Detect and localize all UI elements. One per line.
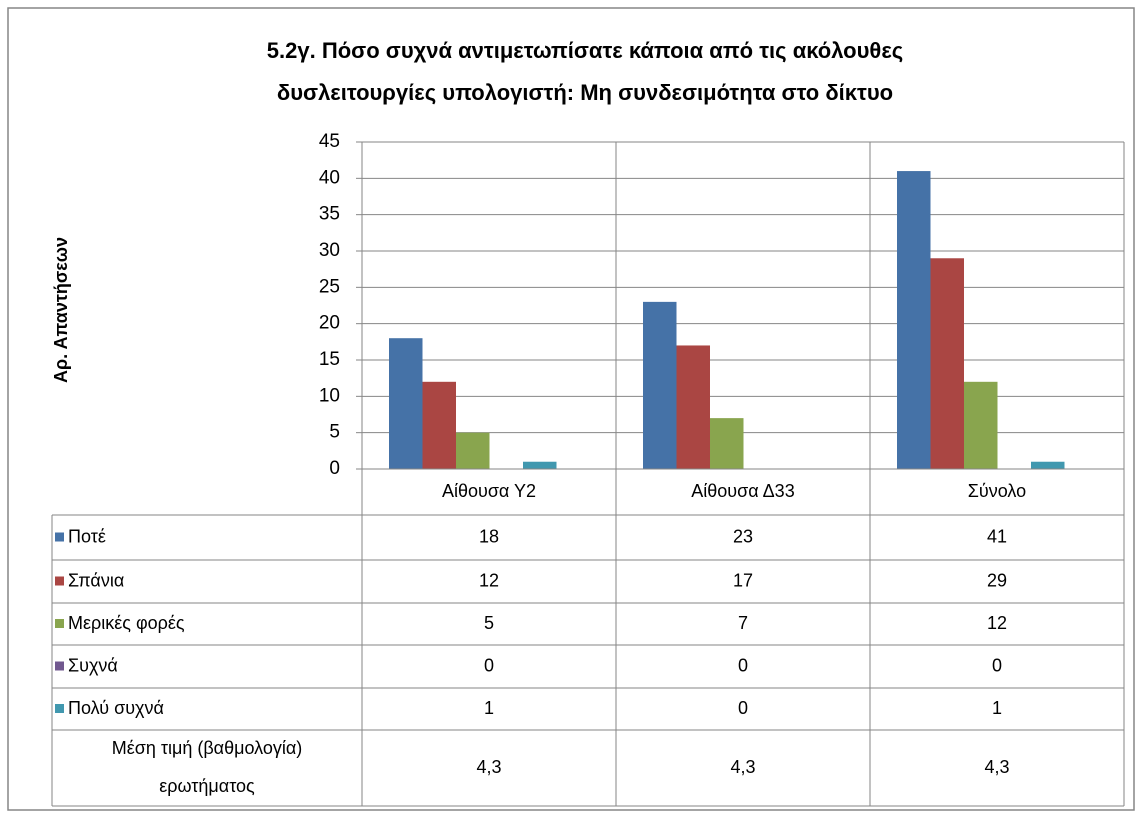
table-cell: 0 (738, 698, 748, 718)
legend-key (55, 576, 64, 586)
table-cell: 29 (987, 570, 1007, 590)
bar (389, 338, 423, 469)
legend-label: Ποτέ (68, 526, 106, 546)
bar (456, 432, 490, 469)
legend-key (55, 661, 64, 671)
legend-label: Συχνά (68, 655, 118, 675)
table-cell: 4,3 (476, 757, 501, 777)
legend-key (55, 532, 64, 542)
y-tick-label: 0 (329, 458, 340, 479)
legend-label: Σπάνια (68, 570, 124, 590)
bar (930, 258, 964, 469)
bar (676, 345, 710, 469)
table-cell: 0 (992, 655, 1002, 675)
table-cell: 5 (484, 613, 494, 633)
bar (897, 171, 931, 470)
y-axis-label: Αρ. Απαντήσεων (51, 237, 71, 383)
x-tick-label: Αίθουσα Δ33 (691, 481, 794, 501)
y-tick-label: 35 (319, 204, 340, 225)
bar (422, 381, 456, 469)
table-cell: 12 (479, 570, 499, 590)
chart-title: δυσλειτουργίες υπολογιστή: Μη συνδεσιμότ… (277, 80, 893, 105)
legend-label: Μερικές φορές (68, 613, 185, 633)
table-cell: 12 (987, 613, 1007, 633)
bar (643, 301, 677, 469)
y-tick-label: 25 (319, 276, 340, 297)
table-cell: 4,3 (984, 757, 1009, 777)
table-cell: 4,3 (730, 757, 755, 777)
y-tick-label: 10 (319, 385, 340, 406)
y-tick-label: 5 (329, 422, 340, 443)
chart-title: 5.2γ. Πόσο συχνά αντιμετωπίσατε κάποια α… (267, 38, 903, 63)
bar (523, 461, 557, 469)
row-label: ερωτήματος (159, 776, 255, 796)
legend-label: Πολύ συχνά (68, 698, 164, 718)
x-tick-label: Σύνολο (968, 481, 1026, 501)
table-cell: 0 (738, 655, 748, 675)
y-tick-label: 15 (319, 349, 340, 370)
table-cell: 18 (479, 526, 499, 546)
bar (1031, 461, 1065, 469)
table-cell: 1 (484, 698, 494, 718)
table-cell: 23 (733, 526, 753, 546)
bar (964, 381, 998, 469)
y-tick-label: 45 (319, 131, 340, 152)
table-cell: 0 (484, 655, 494, 675)
bar (710, 418, 744, 469)
table-cell: 7 (738, 613, 748, 633)
row-label: Μέση τιμή (βαθμολογία) (112, 738, 303, 758)
legend-key (55, 704, 64, 713)
table-cell: 17 (733, 570, 753, 590)
y-tick-label: 20 (319, 313, 340, 334)
legend-key (55, 619, 64, 628)
y-tick-label: 30 (319, 240, 340, 261)
table-cell: 41 (987, 526, 1007, 546)
y-tick-label: 40 (319, 167, 340, 188)
table-cell: 1 (992, 698, 1002, 718)
x-tick-label: Αίθουσα Υ2 (442, 481, 536, 501)
